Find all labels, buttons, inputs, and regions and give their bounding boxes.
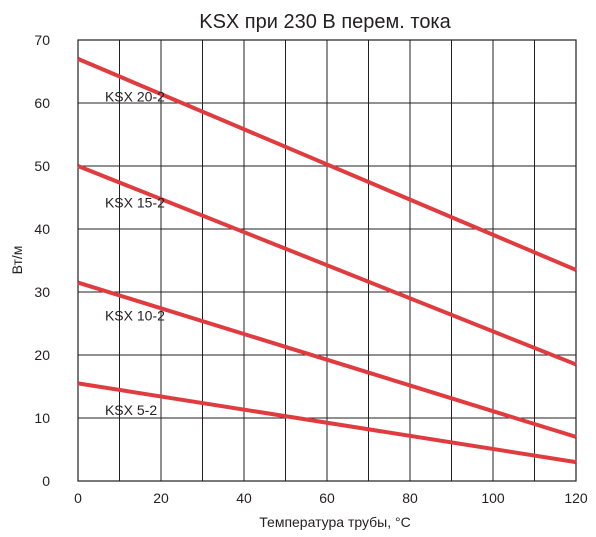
x-tick-label: 80 [402,490,418,506]
series-labels: KSX 20-2 KSX 15-2 KSX 10-2 KSX 5-2 [105,88,165,417]
chart-title: KSX при 230 В перем. тока [199,11,451,33]
series-label: KSX 15-2 [105,195,165,211]
x-tick-label: 100 [481,490,505,506]
y-tick-label: 20 [34,347,50,363]
y-axis-label: Вт/м [9,246,25,275]
series-label: KSX 20-2 [105,88,165,104]
x-tick-label: 60 [319,490,335,506]
x-tick-label: 0 [74,490,82,506]
series-line [77,57,577,272]
series-label: KSX 10-2 [105,307,165,323]
x-tick-label: 40 [236,490,252,506]
series-line [77,164,577,367]
series-lines [77,57,577,465]
grid [77,39,577,482]
x-axis-label: Температура трубы, °C [259,514,410,530]
x-tick-label: 120 [564,490,588,506]
y-tick-label: 0 [42,473,50,489]
series-line [77,381,577,465]
y-tick-label: 40 [34,221,50,237]
series-line [77,280,577,439]
y-tick-label: 10 [34,410,50,426]
y-tick-label: 30 [34,284,50,300]
y-tick-label: 50 [34,158,50,174]
series-label: KSX 5-2 [105,402,157,418]
plot-frame [77,39,577,482]
y-tick-label: 70 [34,32,50,48]
x-tick-label: 20 [153,490,169,506]
tick-labels: 0 20 40 60 80 100 120 0 10 20 30 40 50 60 70 [34,32,587,506]
y-tick-label: 60 [34,95,50,111]
